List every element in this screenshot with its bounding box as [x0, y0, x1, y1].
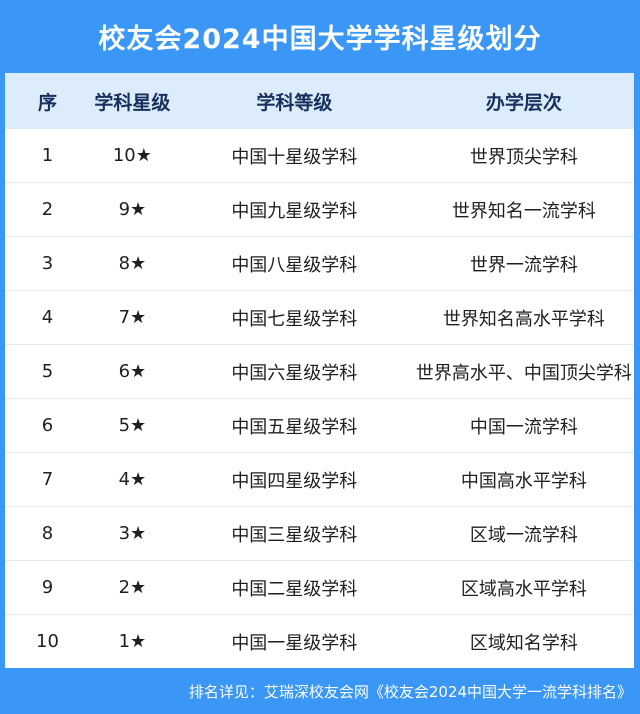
cell-star-level: 6★ [118, 361, 147, 382]
cell-star-level: 9★ [118, 199, 147, 220]
column-header-star-level: 学科星级 [94, 91, 171, 114]
page-title: 校友会2024中国大学学科星级划分 [98, 24, 542, 55]
table-row: 6 5★ 中国五星级学科 中国一流学科 [5, 398, 634, 452]
cell-star-level: 2★ [118, 577, 147, 598]
cell-subject-grade: 中国九星级学科 [231, 200, 358, 222]
table-header-row: 序 学科星级 学科等级 办学层次 [5, 73, 634, 129]
star-rating-table: 序 学科星级 学科等级 办学层次 1 10★ 中国十星级学科 世界顶尖学科 2 … [5, 73, 634, 668]
cell-education-level: 世界一流学科 [469, 254, 578, 276]
cell-star-level: 5★ [118, 415, 147, 436]
cell-subject-grade: 中国四星级学科 [231, 470, 358, 492]
cell-seq: 5 [41, 361, 54, 382]
cell-education-level: 区域高水平学科 [460, 578, 587, 600]
cell-education-level: 世界高水平、中国顶尖学科 [415, 362, 632, 384]
table-row: 9 2★ 中国二星级学科 区域高水平学科 [5, 560, 634, 614]
cell-star-level: 8★ [118, 253, 147, 274]
cell-star-level: 4★ [118, 469, 147, 490]
cell-star-level: 7★ [118, 307, 147, 328]
cell-seq: 9 [41, 577, 54, 598]
table-row: 7 4★ 中国四星级学科 中国高水平学科 [5, 452, 634, 506]
column-header-subject-grade: 学科等级 [256, 91, 333, 114]
cell-subject-grade: 中国十星级学科 [231, 146, 358, 168]
cell-subject-grade: 中国八星级学科 [231, 254, 358, 276]
cell-education-level: 世界顶尖学科 [469, 146, 578, 168]
cell-seq: 10 [36, 631, 59, 652]
cell-seq: 3 [41, 253, 54, 274]
cell-seq: 2 [41, 199, 54, 220]
table-row: 4 7★ 中国七星级学科 世界知名高水平学科 [5, 290, 634, 344]
cell-star-level: 1★ [118, 631, 147, 652]
cell-education-level: 中国一流学科 [469, 416, 578, 438]
table-row: 1 10★ 中国十星级学科 世界顶尖学科 [5, 129, 634, 182]
cell-education-level: 世界知名一流学科 [451, 200, 596, 222]
cell-seq: 4 [41, 307, 54, 328]
table-row: 8 3★ 中国三星级学科 区域一流学科 [5, 506, 634, 560]
cell-subject-grade: 中国五星级学科 [231, 416, 358, 438]
table-row: 3 8★ 中国八星级学科 世界一流学科 [5, 236, 634, 290]
cell-subject-grade: 中国三星级学科 [231, 524, 358, 546]
cell-education-level: 区域一流学科 [469, 524, 578, 546]
cell-seq: 1 [41, 145, 54, 166]
table-row: 2 9★ 中国九星级学科 世界知名一流学科 [5, 182, 634, 236]
cell-education-level: 中国高水平学科 [460, 470, 587, 492]
table-row: 5 6★ 中国六星级学科 世界高水平、中国顶尖学科 [5, 344, 634, 398]
cell-star-level: 10★ [112, 145, 152, 166]
cell-subject-grade: 中国二星级学科 [231, 578, 358, 600]
cell-seq: 7 [41, 469, 54, 490]
cell-seq: 6 [41, 415, 54, 436]
footer-band: 排名详见：艾瑞深校友会网《校友会2024中国大学一流学科排名》 [0, 668, 640, 714]
ranking-source-note: 排名详见：艾瑞深校友会网《校友会2024中国大学一流学科排名》 [188, 682, 632, 701]
cell-star-level: 3★ [118, 523, 147, 544]
cell-subject-grade: 中国六星级学科 [231, 362, 358, 384]
cell-education-level: 区域知名学科 [469, 632, 578, 654]
table-body: 1 10★ 中国十星级学科 世界顶尖学科 2 9★ 中国九星级学科 世界知名一流… [5, 129, 634, 668]
cell-seq: 8 [41, 523, 54, 544]
cell-subject-grade: 中国一星级学科 [231, 632, 358, 654]
column-header-education-level: 办学层次 [485, 91, 562, 114]
cell-education-level: 世界知名高水平学科 [442, 308, 605, 330]
table-row: 10 1★ 中国一星级学科 区域知名学科 [5, 614, 634, 668]
title-band: 校友会2024中国大学学科星级划分 [0, 0, 640, 73]
cell-subject-grade: 中国七星级学科 [231, 308, 358, 330]
column-header-seq: 序 [37, 91, 57, 114]
